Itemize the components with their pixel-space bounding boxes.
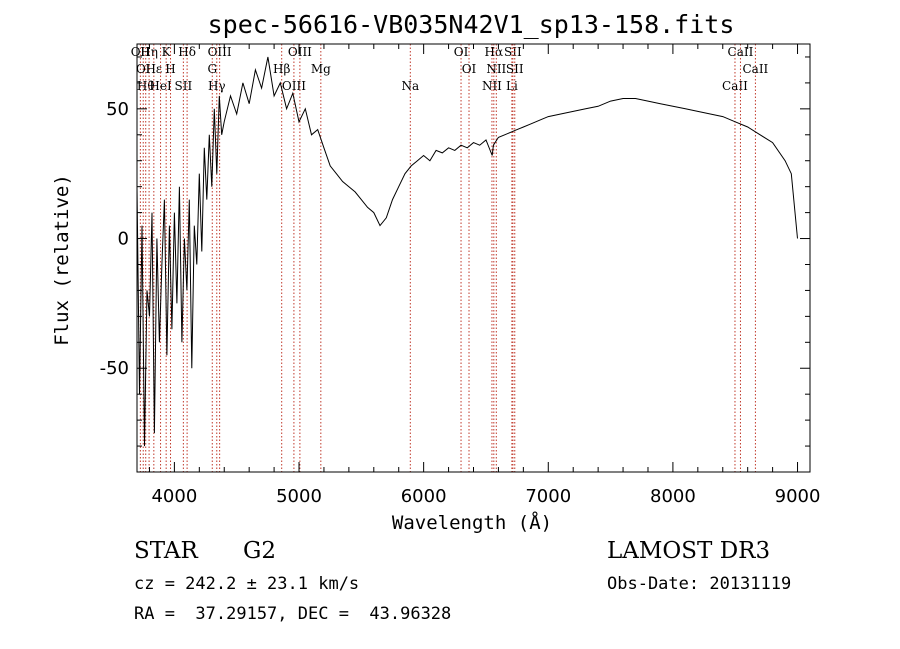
line-marker-label: Hα bbox=[485, 45, 504, 59]
line-marker-label: H bbox=[165, 62, 175, 76]
spectrum-line bbox=[136, 56, 798, 447]
line-marker-label: SII bbox=[175, 79, 193, 93]
x-tick-label: 7000 bbox=[525, 486, 571, 507]
y-tick-label: 0 bbox=[118, 229, 129, 250]
line-marker-label: OIII bbox=[288, 45, 312, 59]
redshift-cz: cz = 242.2 ± 23.1 km/s bbox=[134, 574, 360, 594]
line-marker-label: Li bbox=[506, 79, 518, 93]
line-marker-label: SII bbox=[504, 45, 522, 59]
line-marker-label: Mg bbox=[311, 62, 331, 76]
line-markers: OIIOIHθHηHεHeIKHSIIHδGHγOIIIHβOIIIOIIIMg… bbox=[131, 44, 769, 472]
x-tick-label: 6000 bbox=[401, 486, 447, 507]
coordinates: RA = 37.29157, DEC = 43.96328 bbox=[134, 604, 452, 624]
line-marker-label: CaII bbox=[742, 62, 768, 76]
x-tick-label: 8000 bbox=[650, 486, 696, 507]
line-marker-label: HeI bbox=[149, 79, 172, 93]
line-marker-label: Hε bbox=[145, 62, 162, 76]
y-axis-label: Flux (relative) bbox=[51, 174, 73, 346]
line-marker-label: Hδ bbox=[178, 45, 196, 59]
observation-date: Obs-Date: 20131119 bbox=[607, 574, 792, 594]
line-marker-label: OIII bbox=[208, 45, 232, 59]
y-tick-label: -50 bbox=[100, 358, 129, 379]
object-subclass: G2 bbox=[243, 538, 277, 564]
x-axis-ticks: 4000 5000 6000 7000 8000 9000 bbox=[148, 44, 821, 507]
line-marker-label: CaII bbox=[722, 79, 748, 93]
line-marker-label: SII bbox=[506, 62, 524, 76]
spectrum-series bbox=[136, 56, 798, 447]
x-axis-label: Wavelength (Å) bbox=[392, 511, 552, 534]
line-marker-label: CaII bbox=[728, 45, 754, 59]
line-marker-label: NII bbox=[482, 79, 502, 93]
line-marker-label: OI bbox=[454, 45, 469, 59]
line-marker-label: OIII bbox=[282, 79, 306, 93]
line-marker-label: Hγ bbox=[208, 79, 226, 93]
x-tick-label: 5000 bbox=[276, 486, 322, 507]
line-marker-label: OI bbox=[136, 62, 151, 76]
survey-name: LAMOST DR3 bbox=[607, 538, 771, 564]
line-marker-label: NII bbox=[486, 62, 506, 76]
line-marker-label: G bbox=[207, 62, 217, 76]
line-marker-label: K bbox=[162, 45, 172, 59]
x-tick-label: 4000 bbox=[151, 486, 197, 507]
object-class: STAR bbox=[134, 538, 198, 564]
line-marker-label: OI bbox=[462, 62, 477, 76]
line-marker-label: Na bbox=[401, 79, 419, 93]
line-marker-label: Hβ bbox=[273, 62, 290, 76]
y-axis-ticks: -50 0 50 bbox=[100, 56, 810, 447]
x-tick-label: 9000 bbox=[775, 486, 821, 507]
chart-title: spec-56616-VB035N42V1_sp13-158.fits bbox=[208, 10, 735, 39]
y-tick-label: 50 bbox=[106, 99, 129, 120]
